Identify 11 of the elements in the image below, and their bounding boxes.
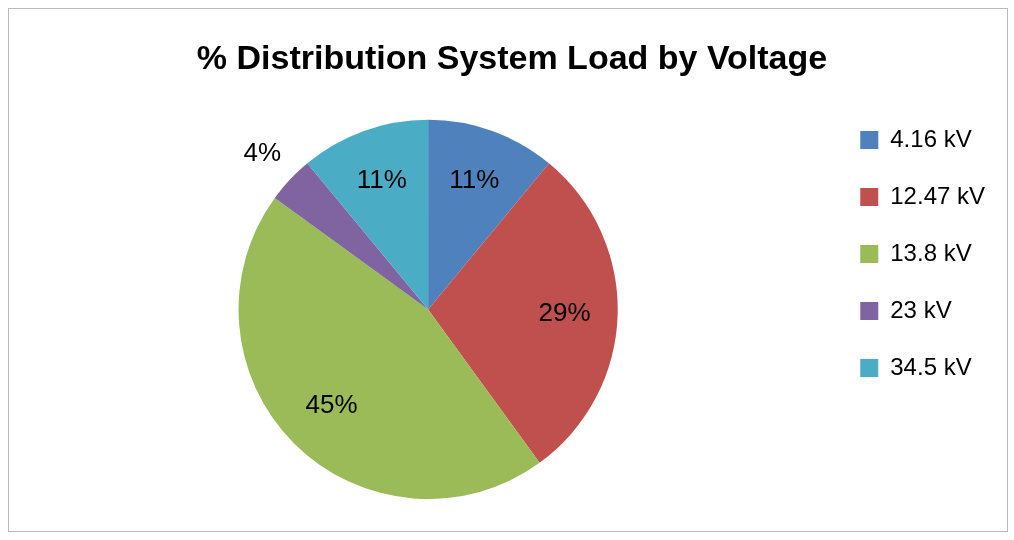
legend-label: 13.8 kV [890,238,972,266]
legend-label: 4.16 kV [890,124,972,152]
data-label: 4% [243,136,282,167]
data-label: 45% [305,389,358,420]
data-label: 11% [449,164,500,195]
data-label: 29% [538,296,591,327]
legend-label: 34.5 kV [890,352,972,380]
chart-title: % Distribution System Load by Voltage [196,37,828,76]
data-label: 11% [356,164,407,195]
legend-label: 23 kV [890,295,952,323]
legend-label: 12.47 kV [890,181,985,209]
